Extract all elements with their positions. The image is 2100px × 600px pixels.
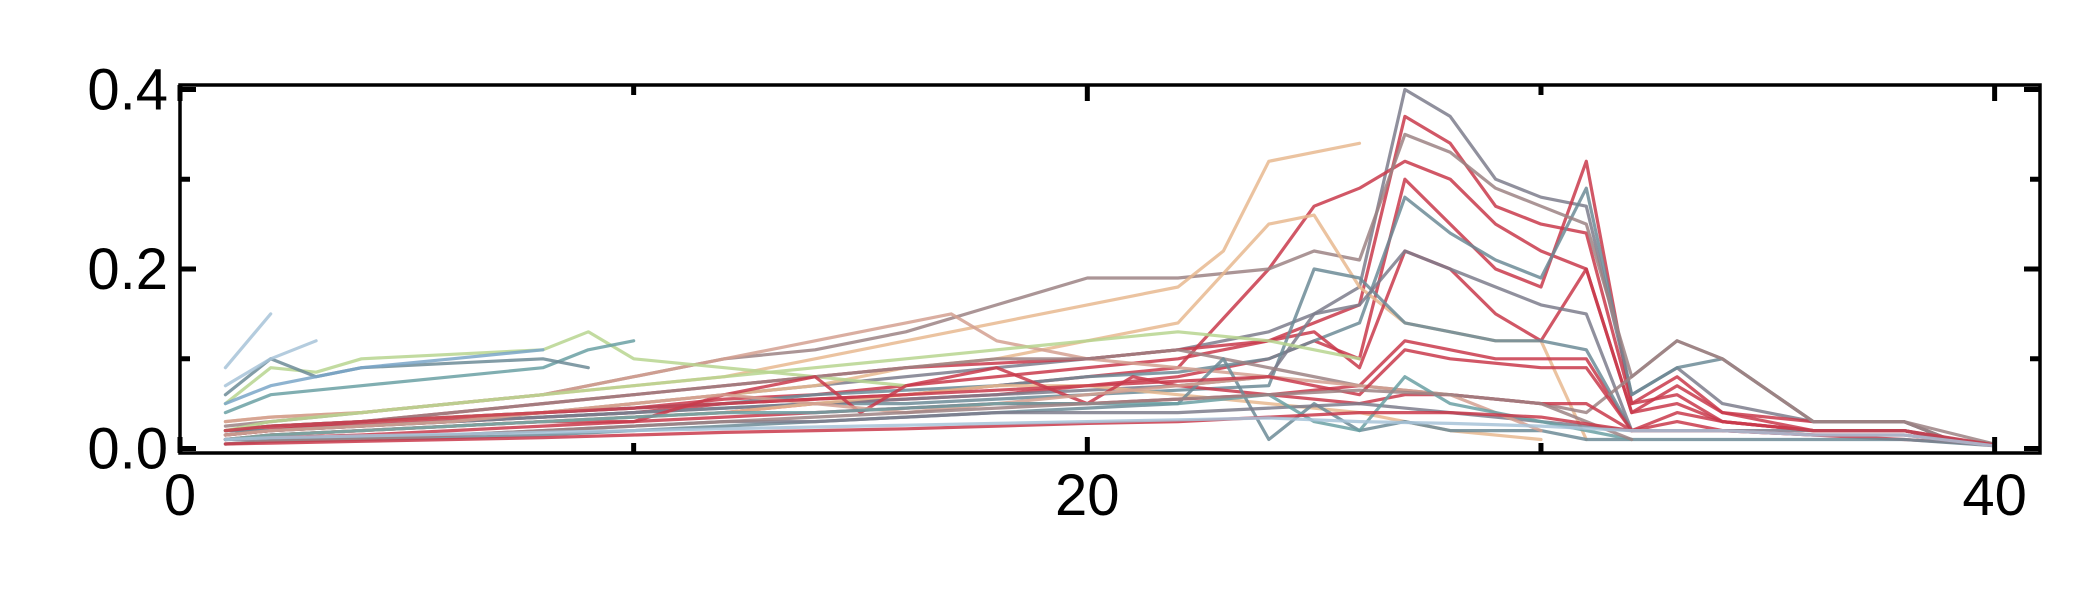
tick-layer (177, 85, 2040, 453)
plot-frame (178, 83, 2042, 455)
series-line-19 (223, 348, 545, 406)
series-line-6 (223, 132, 1997, 446)
x-tick-label-1: 20 (1055, 463, 1120, 528)
y-tick-label-1: 0.2 (87, 237, 168, 302)
series-line-25 (223, 330, 1362, 433)
series-line-29 (223, 388, 1634, 446)
y-tick-label-0: 0.0 (87, 417, 168, 482)
series-line-15 (223, 339, 636, 415)
series-line-17 (223, 312, 273, 370)
series-line-26 (223, 375, 1543, 437)
series-line-31 (223, 416, 1997, 448)
y-tick-label-2: 0.4 (87, 57, 168, 122)
x-tick-label-2: 40 (1962, 463, 2027, 528)
series-line-18 (223, 339, 318, 388)
series-line-20 (223, 339, 1997, 446)
series-line-28 (223, 375, 1634, 442)
series-layer (223, 87, 1997, 448)
x-tick-label-0: 0 (164, 463, 196, 528)
series-line-27 (223, 348, 1997, 447)
tick-label-layer: 0 20 40 0.0 0.2 0.4 (87, 57, 2027, 528)
